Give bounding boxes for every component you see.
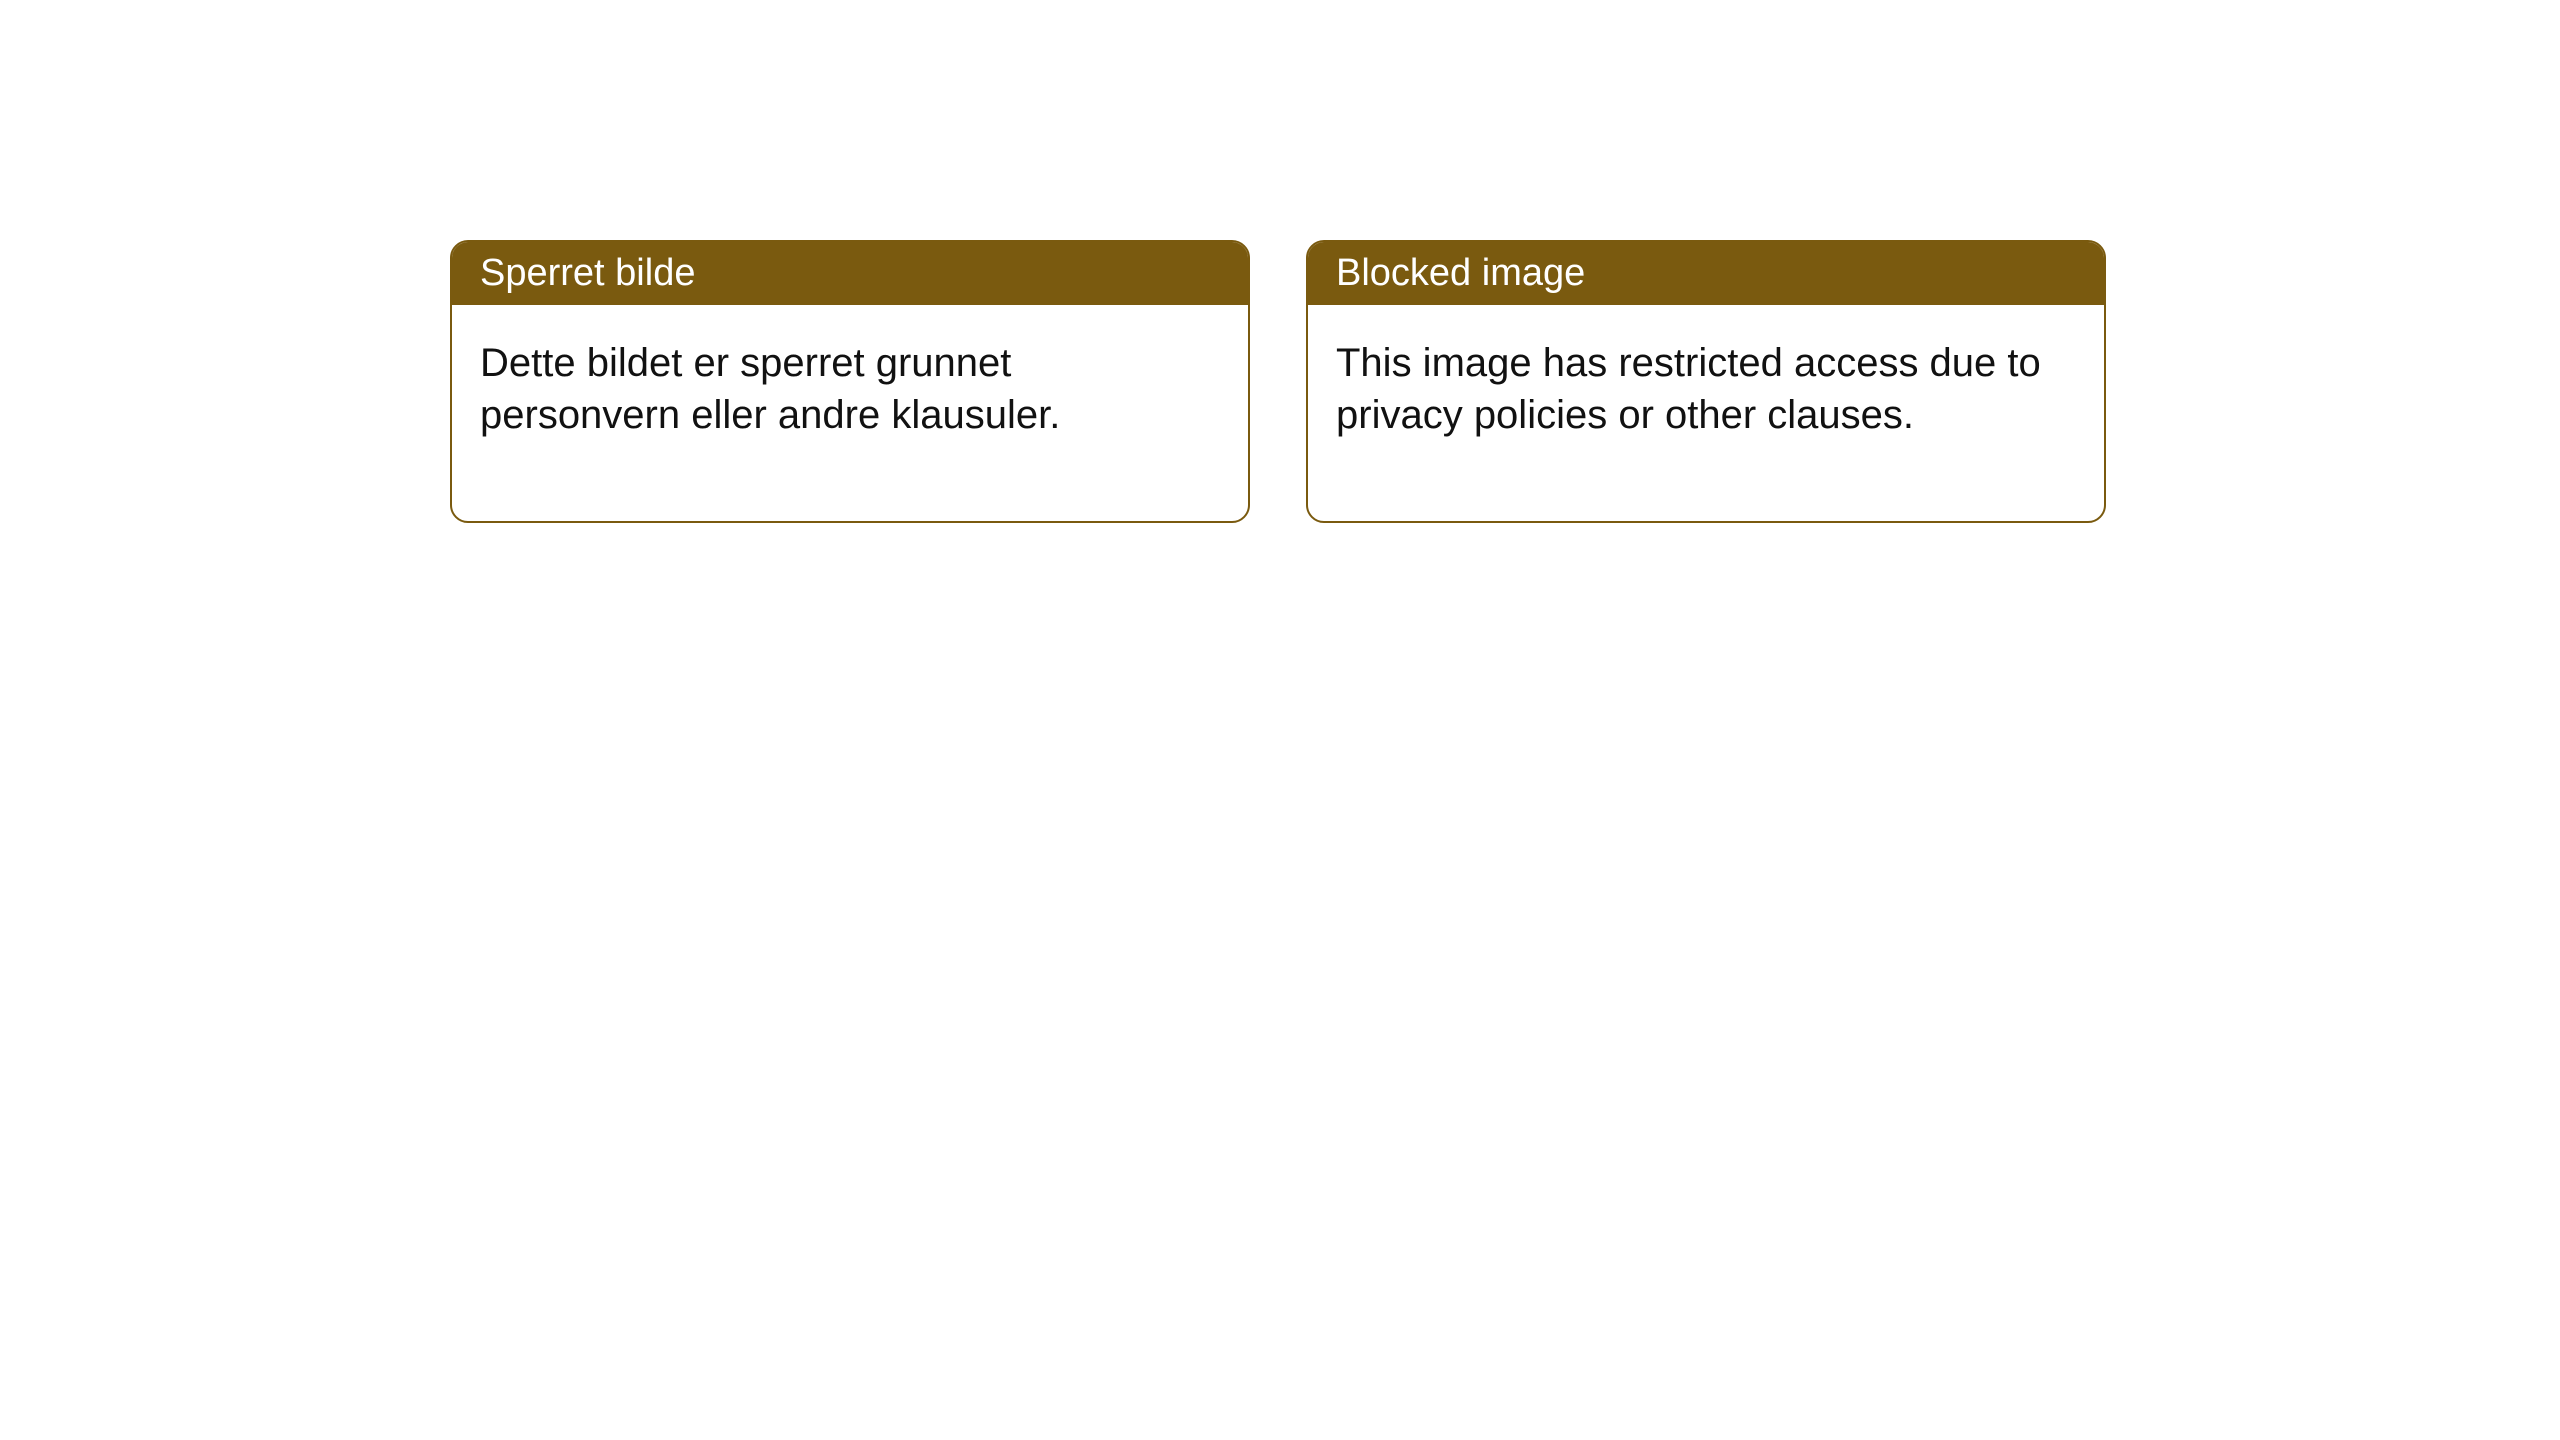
notice-body-norwegian: Dette bildet er sperret grunnet personve… <box>452 305 1248 521</box>
notice-body-english: This image has restricted access due to … <box>1308 305 2104 521</box>
notice-container: Sperret bilde Dette bildet er sperret gr… <box>450 240 2106 523</box>
notice-title-norwegian: Sperret bilde <box>452 242 1248 305</box>
notice-card-norwegian: Sperret bilde Dette bildet er sperret gr… <box>450 240 1250 523</box>
notice-card-english: Blocked image This image has restricted … <box>1306 240 2106 523</box>
notice-title-english: Blocked image <box>1308 242 2104 305</box>
